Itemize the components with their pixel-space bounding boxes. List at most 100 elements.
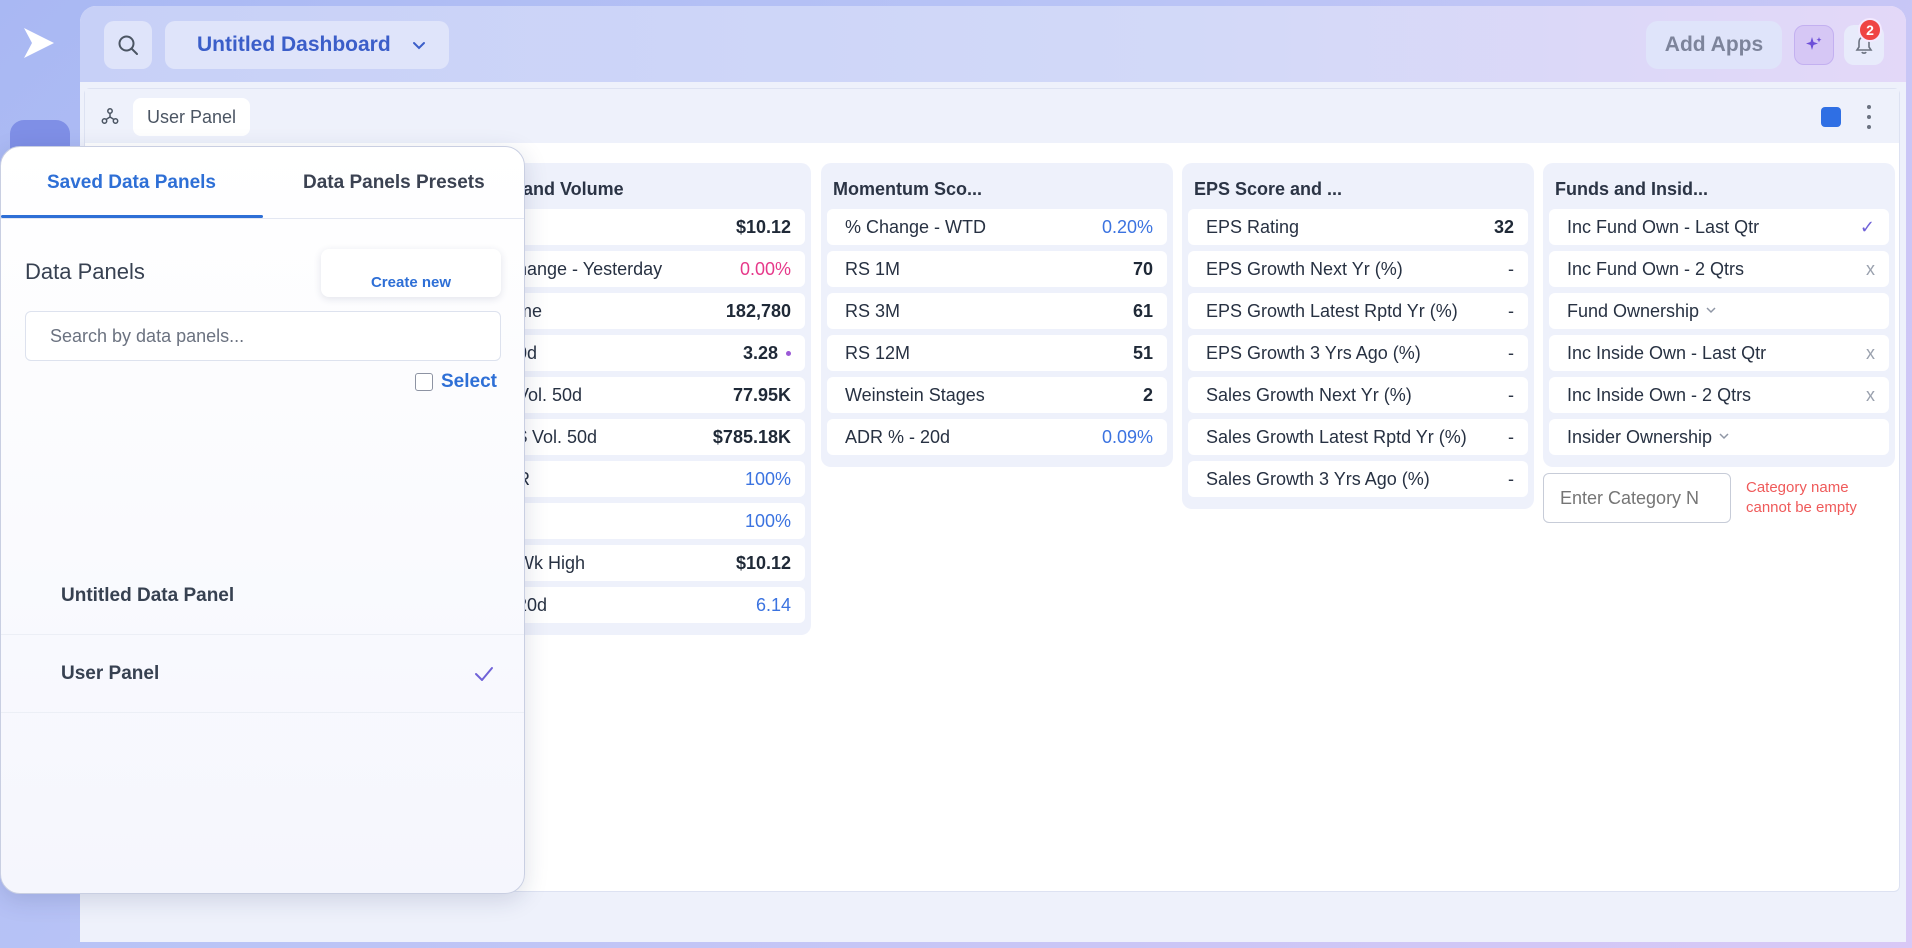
data-row[interactable]: Insider Ownership <box>1549 419 1889 455</box>
data-row[interactable]: ADR % - 20d 0.09% <box>827 419 1167 455</box>
data-row-value-text: 51 <box>1132 342 1153 363</box>
column-momentum: Momentum Sco... % Change - WTD 0.20% RS 1M… <box>821 163 1173 467</box>
data-row-value: 182,780 <box>726 301 791 322</box>
data-row-value: 70 <box>1133 259 1153 280</box>
data-row[interactable]: RS 1M 70 <box>827 251 1167 287</box>
data-row-value-text: x <box>1866 384 1875 405</box>
data-row[interactable]: Sales Growth Latest Rptd Yr (%) - <box>1188 419 1528 455</box>
data-row-value: $10.12 <box>736 553 791 574</box>
chevron-down-icon <box>413 42 425 50</box>
new-category-form: Category name cannot be empty <box>1543 473 1897 523</box>
data-row-value-text: - <box>1508 384 1514 405</box>
data-row[interactable]: EPS Rating 32 <box>1188 209 1528 245</box>
create-new-button[interactable]: Create new <box>321 249 501 297</box>
dashboard-selector[interactable]: Untitled Dashboard <box>165 21 449 69</box>
data-row[interactable]: Vol. 50d 77.95K <box>517 377 805 413</box>
data-row-value-text: 77.95K <box>732 384 791 405</box>
select-label[interactable]: Select <box>441 371 497 392</box>
select-checkbox[interactable] <box>415 373 433 391</box>
data-row[interactable]: $ Vol. 50d $785.18K <box>517 419 805 455</box>
data-panels-popup: Saved Data Panels Data Panels Presets Da… <box>0 146 525 894</box>
data-row-value: - <box>1508 469 1514 490</box>
data-row[interactable]: 0d 3.28 <box>517 335 805 371</box>
data-row-value: 6.14 <box>756 595 791 616</box>
data-row-value-text: 0.00% <box>739 258 791 279</box>
panel-color-swatch[interactable] <box>1821 107 1841 127</box>
panel-header: User Panel <box>85 89 1899 143</box>
data-row-value-text: - <box>1508 468 1514 489</box>
data-row-value: 32 <box>1494 217 1514 238</box>
data-row-value: $10.12 <box>736 217 791 238</box>
close-icon: x <box>1866 343 1875 364</box>
share-nodes-icon[interactable] <box>101 107 119 125</box>
data-row[interactable]: % Change - WTD 0.20% <box>827 209 1167 245</box>
data-row[interactable]: Inc Fund Own - Last Qtr ✓ <box>1549 209 1889 245</box>
chevron-down-icon[interactable] <box>1705 303 1717 319</box>
data-row[interactable]: $10.12 <box>517 209 805 245</box>
data-row-value: 100% <box>745 469 791 490</box>
notification-badge: 2 <box>1858 18 1882 42</box>
data-row[interactable]: Inc Inside Own - Last Qtr x <box>1549 335 1889 371</box>
data-row[interactable]: R100% <box>517 461 805 497</box>
data-row-value-text: x <box>1866 342 1875 363</box>
column-title: EPS Score and ... <box>1194 178 1343 199</box>
data-row[interactable]: Wk High $10.12 <box>517 545 805 581</box>
data-row[interactable]: Inc Inside Own - 2 Qtrs x <box>1549 377 1889 413</box>
data-row[interactable]: RS 3M 61 <box>827 293 1167 329</box>
list-item[interactable]: Untitled Data Panel <box>1 557 524 635</box>
data-row[interactable]: Inc Fund Own - 2 Qtrs x <box>1549 251 1889 287</box>
data-row-value-text: $785.18K <box>712 426 791 447</box>
data-row-value-text: $10.12 <box>735 216 791 237</box>
list-item[interactable]: User Panel <box>1 635 524 713</box>
top-bar: Untitled Dashboard Add Apps 2 <box>80 6 1906 82</box>
data-row-value: 51 <box>1133 343 1153 364</box>
data-row-value: 0.09% <box>1102 427 1153 448</box>
data-row[interactable]: hange - Yesterday 0.00% <box>517 251 805 287</box>
add-apps-button[interactable]: Add Apps <box>1646 21 1782 69</box>
data-row-label: hange - Yesterday <box>517 258 663 279</box>
data-row-value: 2 <box>1143 385 1153 406</box>
search-icon <box>118 35 138 55</box>
panel-tab-user-panel[interactable]: User Panel <box>133 98 251 136</box>
data-row-label: Vol. 50d <box>517 384 583 405</box>
data-row-label: RS 12M <box>845 342 911 363</box>
select-toggle[interactable]: Select <box>415 371 497 393</box>
data-row-label: RS 3M <box>845 300 901 321</box>
data-row[interactable]: EPS Growth Latest Rptd Yr (%) - <box>1188 293 1528 329</box>
data-row[interactable]: EPS Growth Next Yr (%) - <box>1188 251 1528 287</box>
data-row-value-text: 70 <box>1132 258 1153 279</box>
data-row-value-text: ✓ <box>1859 216 1875 237</box>
tab-data-panels-presets[interactable]: Data Panels Presets <box>303 172 485 193</box>
data-row-value-text: 2 <box>1142 384 1153 405</box>
search-button[interactable] <box>104 21 152 69</box>
data-row-value: - <box>1508 427 1514 448</box>
data-row[interactable]: Weinstein Stages 2 <box>827 377 1167 413</box>
list-item-label: Untitled Data Panel <box>61 584 235 606</box>
tab-saved-data-panels[interactable]: Saved Data Panels <box>47 172 216 193</box>
panel-more-icon[interactable] <box>1865 105 1873 129</box>
data-row[interactable]: EPS Growth 3 Yrs Ago (%) - <box>1188 335 1528 371</box>
data-row[interactable]: RS 12M 51 <box>827 335 1167 371</box>
data-row-value-text: 0.09% <box>1101 426 1153 447</box>
data-row[interactable]: 100% <box>517 503 805 539</box>
data-row-value-text: 61 <box>1132 300 1153 321</box>
data-row[interactable]: Fund Ownership <box>1549 293 1889 329</box>
data-row[interactable]: 20d 6.14 <box>517 587 805 623</box>
data-row-label: Inc Inside Own - 2 Qtrs <box>1567 384 1752 405</box>
app-logo-icon[interactable] <box>20 24 58 62</box>
data-panels-title: Data Panels <box>25 259 145 284</box>
data-row-label: Sales Growth 3 Yrs Ago (%) <box>1206 468 1430 489</box>
data-panels-search-input[interactable]: Search by data panels... <box>25 311 501 361</box>
chevron-down-icon[interactable] <box>1718 429 1730 445</box>
check-icon: ✓ <box>1860 217 1875 238</box>
data-row[interactable]: Sales Growth Next Yr (%) - <box>1188 377 1528 413</box>
ai-assistant-button[interactable] <box>1794 25 1834 65</box>
data-row-value: 0.20% <box>1102 217 1153 238</box>
category-name-input[interactable] <box>1543 473 1731 523</box>
data-row[interactable]: me 182,780 <box>517 293 805 329</box>
data-row-label: EPS Growth Next Yr (%) <box>1206 258 1403 279</box>
check-icon <box>475 667 493 681</box>
data-row-value-text: - <box>1508 300 1514 321</box>
data-row[interactable]: Sales Growth 3 Yrs Ago (%) - <box>1188 461 1528 497</box>
data-row-label: ADR % - 20d <box>845 426 951 447</box>
